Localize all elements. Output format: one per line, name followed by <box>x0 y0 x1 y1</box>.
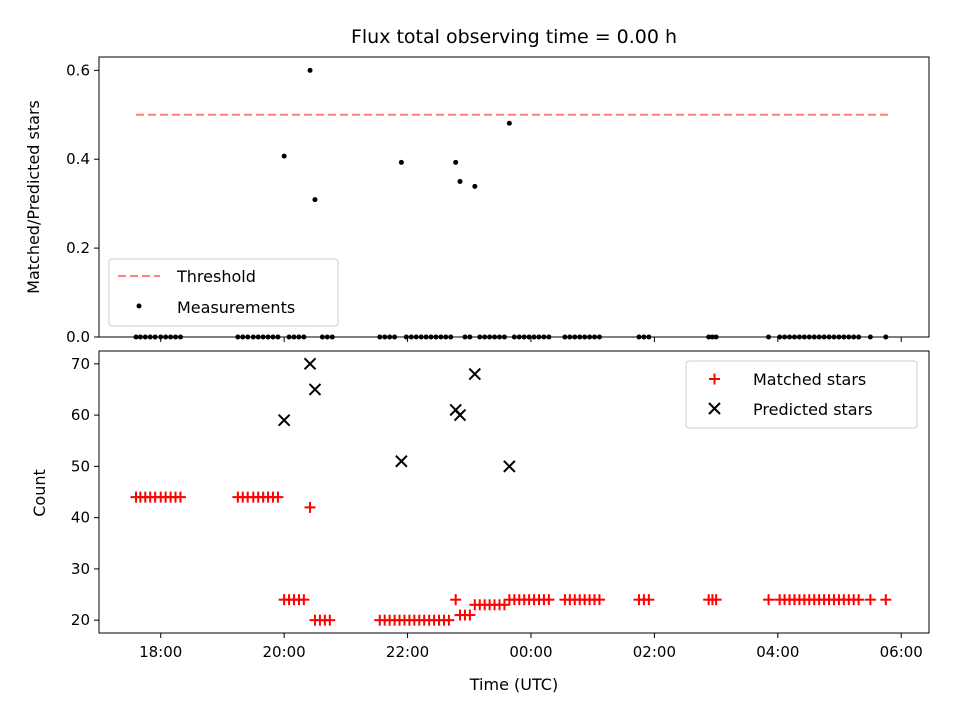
bottom-y-tick-label: 40 <box>71 509 90 527</box>
measurement-point <box>312 197 318 203</box>
top-y-tick-label: 0.4 <box>66 150 90 168</box>
bottom-x-tick-label: 18:00 <box>139 643 182 661</box>
predicted-star-point <box>453 408 467 422</box>
bottom-plot-frame <box>98 350 930 634</box>
bottom-x-tick-label: 04:00 <box>756 643 799 661</box>
legend-measurements-swatch <box>136 303 142 309</box>
predicted-star-point <box>308 383 322 396</box>
legend-matched-swatch <box>709 373 720 385</box>
bottom-y-tick-label: 70 <box>71 355 90 373</box>
matched-star-point <box>272 491 284 503</box>
top-y-axis-label: Matched/Predicted stars <box>24 100 43 294</box>
bottom-y-tick-label: 60 <box>71 406 90 424</box>
matched-star-point <box>304 501 316 513</box>
bottom-x-tick-label: 06:00 <box>880 643 923 661</box>
measurement-point <box>281 153 287 159</box>
matched-star-point <box>593 594 605 606</box>
measurement-point <box>398 159 404 165</box>
top-plot-frame <box>98 56 930 338</box>
matched-star-point <box>498 599 510 611</box>
legend-matched-label: Matched stars <box>753 370 866 389</box>
predicted-star-point <box>277 414 291 427</box>
bottom-y-axis-label: Count <box>30 469 49 517</box>
matched-star-point <box>853 594 865 606</box>
measurement-point <box>457 178 463 184</box>
top-plot: 0.0 0.2 0.4 0.6 <box>66 56 930 346</box>
top-y-tick-label: 0.0 <box>66 328 90 346</box>
measurement-point <box>453 159 459 165</box>
matched-star-point <box>880 594 892 606</box>
matched-star-point <box>450 594 462 606</box>
matched-star-point <box>298 594 310 606</box>
matched-star-point <box>464 609 476 621</box>
matched-star-point <box>324 614 336 626</box>
bottom-x-tick-label: 00:00 <box>509 643 552 661</box>
measurement-point <box>307 67 313 73</box>
predicted-star-point <box>303 357 317 371</box>
predicted-star-point <box>468 367 482 381</box>
bottom-plot: 20 30 40 50 60 70 18:00 20:00 22:00 00:00 02:00 04:… <box>71 350 930 661</box>
matched-star-point <box>864 594 876 606</box>
legend-measurements-label: Measurements <box>177 298 295 317</box>
legend-threshold-label: Threshold <box>176 267 256 286</box>
matched-star-point <box>543 594 555 606</box>
matched-star-point <box>443 614 455 626</box>
top-y-tick-label: 0.6 <box>66 61 90 79</box>
bottom-x-tick-label: 20:00 <box>263 643 306 661</box>
predicted-star-point <box>503 460 516 473</box>
top-legend: Threshold Measurements <box>108 258 339 327</box>
bottom-x-tick-label: 02:00 <box>633 643 676 661</box>
bottom-y-tick-label: 30 <box>71 560 90 578</box>
matched-star-point <box>643 594 655 606</box>
bottom-x-tick-label: 22:00 <box>386 643 429 661</box>
matched-star-point <box>710 594 722 606</box>
bottom-legend-box <box>685 360 918 429</box>
predicted-star-point <box>395 455 408 468</box>
bottom-legend: Matched stars Predicted stars <box>685 360 918 429</box>
matched-star-point <box>174 491 186 503</box>
measurement-point <box>472 183 478 189</box>
top-y-tick-label: 0.2 <box>66 239 90 257</box>
x-axis-label: Time (UTC) <box>469 675 558 694</box>
top-legend-box <box>108 258 339 327</box>
bottom-y-tick-label: 20 <box>71 611 90 629</box>
measurement-point <box>506 120 512 126</box>
legend-predicted-label: Predicted stars <box>753 400 873 419</box>
legend-predicted-swatch <box>708 402 721 415</box>
matched-star-point <box>763 594 775 606</box>
chart-title: Flux total observing time = 0.00 h <box>351 26 677 48</box>
bottom-y-tick-label: 50 <box>71 457 90 475</box>
